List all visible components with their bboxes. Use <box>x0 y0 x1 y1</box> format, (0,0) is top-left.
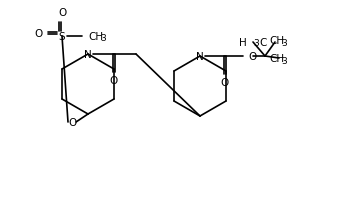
Text: O: O <box>34 29 42 39</box>
Text: 3: 3 <box>253 38 259 47</box>
Text: 3: 3 <box>281 56 287 65</box>
Text: S: S <box>59 32 65 42</box>
Text: CH: CH <box>269 54 284 64</box>
Text: C: C <box>259 38 266 48</box>
Text: N: N <box>84 50 92 60</box>
Text: O: O <box>58 8 66 18</box>
Text: N: N <box>196 52 204 62</box>
Text: CH: CH <box>269 36 284 46</box>
Text: O: O <box>110 76 118 86</box>
Text: 3: 3 <box>100 34 106 43</box>
Text: CH: CH <box>88 32 103 42</box>
Text: O: O <box>68 118 76 127</box>
Text: O: O <box>221 78 229 88</box>
Text: H: H <box>239 38 247 48</box>
Text: 3: 3 <box>281 38 287 47</box>
Text: O: O <box>248 52 256 62</box>
